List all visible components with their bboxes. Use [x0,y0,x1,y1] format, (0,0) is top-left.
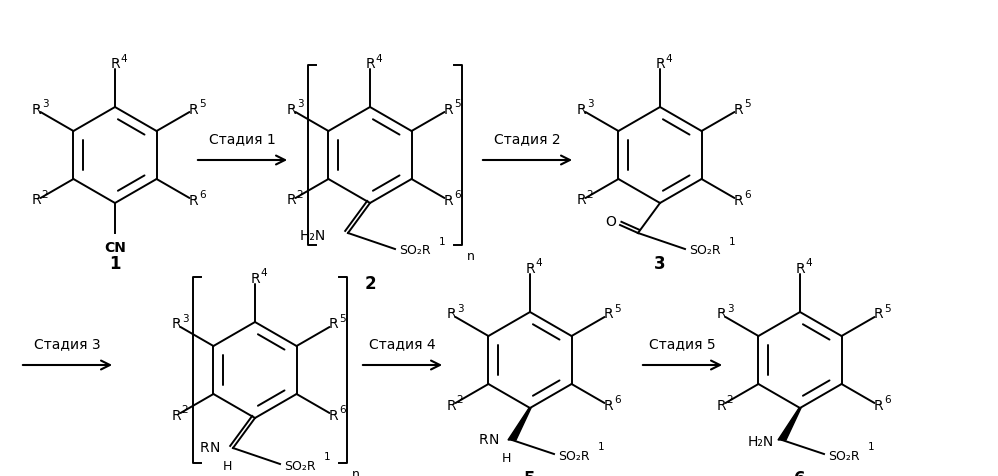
Text: 1: 1 [868,442,874,452]
Text: R: R [577,102,586,117]
Text: 1: 1 [439,237,446,247]
Text: R: R [734,194,744,208]
Text: 6: 6 [615,395,621,405]
Text: 6: 6 [200,190,206,200]
Text: 5: 5 [745,99,750,109]
Text: 3: 3 [457,304,463,314]
Text: 2: 2 [182,405,189,415]
Text: R: R [31,194,41,208]
Text: 5: 5 [884,304,891,314]
Text: 6: 6 [454,190,461,200]
Text: 3: 3 [296,99,303,109]
Text: 2: 2 [457,395,463,405]
Text: R: R [734,102,744,117]
Text: R: R [874,398,883,413]
Text: R: R [172,317,181,331]
Text: 6: 6 [884,395,891,405]
Text: R: R [189,102,199,117]
Text: 5: 5 [454,99,461,109]
Text: R: R [446,398,456,413]
Text: 4: 4 [536,258,542,268]
Text: SO₂R: SO₂R [399,245,430,258]
Text: 3: 3 [654,255,666,273]
Text: Стадия 5: Стадия 5 [649,337,716,351]
Text: SO₂R: SO₂R [689,245,721,258]
Text: 2: 2 [42,190,48,200]
Text: 4: 4 [375,53,382,63]
Text: Стадия 1: Стадия 1 [210,132,275,146]
Text: Стадия 3: Стадия 3 [34,337,101,351]
Text: 4: 4 [805,258,812,268]
Polygon shape [508,408,531,440]
Text: H₂N: H₂N [748,435,774,449]
Text: n: n [467,250,475,263]
Text: R: R [717,398,726,413]
Text: 4: 4 [260,268,267,278]
Text: 2: 2 [727,395,734,405]
Text: Стадия 4: Стадия 4 [369,337,436,351]
Text: n: n [352,468,360,476]
Text: SO₂R: SO₂R [284,459,315,473]
Text: R: R [444,194,454,208]
Text: CN: CN [104,241,126,255]
Text: N: N [210,441,220,455]
Text: R: R [286,102,296,117]
Text: R: R [189,194,199,208]
Text: 5: 5 [615,304,621,314]
Text: R: R [656,57,665,71]
Text: R: R [172,408,181,423]
Text: SO₂R: SO₂R [558,449,590,463]
Text: R: R [604,398,614,413]
Text: R: R [795,262,804,276]
Text: 1: 1 [598,442,605,452]
Text: 6: 6 [745,190,750,200]
Text: 1: 1 [109,255,121,273]
Text: 5: 5 [339,314,346,324]
Text: O: O [605,215,616,229]
Text: 3: 3 [42,99,48,109]
Text: H: H [223,460,233,473]
Text: R: R [577,194,586,208]
Text: R: R [444,102,454,117]
Text: 2: 2 [587,190,594,200]
Text: H: H [502,452,511,465]
Text: H₂N: H₂N [299,229,326,243]
Text: 5: 5 [200,99,206,109]
Text: 4: 4 [666,53,672,63]
Text: R: R [874,307,883,321]
Text: 6: 6 [339,405,346,415]
Text: R: R [250,272,259,286]
Text: R: R [446,307,456,321]
Text: Стадия 2: Стадия 2 [494,132,561,146]
Text: 5: 5 [524,470,536,476]
Text: R: R [31,102,41,117]
Text: 3: 3 [587,99,594,109]
Text: R: R [604,307,614,321]
Text: N: N [489,433,499,447]
Text: R: R [329,408,338,423]
Text: R: R [525,262,535,276]
Text: R: R [478,433,488,447]
Text: 3: 3 [727,304,734,314]
Text: R: R [365,57,375,71]
Polygon shape [778,408,801,440]
Text: R: R [200,441,209,455]
Text: 2: 2 [364,275,376,293]
Text: 1: 1 [729,237,736,247]
Text: 2: 2 [296,190,303,200]
Text: R: R [110,57,120,71]
Text: 1: 1 [324,452,330,462]
Text: 3: 3 [182,314,189,324]
Text: R: R [717,307,726,321]
Text: R: R [329,317,338,331]
Text: R: R [286,194,296,208]
Text: SO₂R: SO₂R [828,449,859,463]
Text: 4: 4 [121,53,127,63]
Text: 6: 6 [794,470,805,476]
